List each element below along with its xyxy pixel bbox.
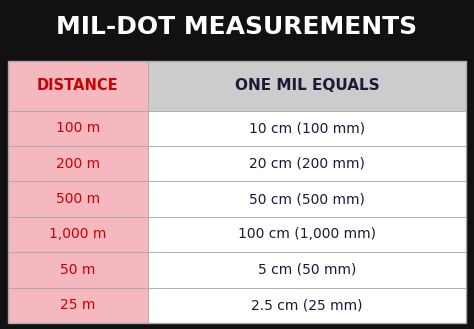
Bar <box>148 61 466 111</box>
Bar <box>8 288 148 323</box>
Bar <box>148 217 466 252</box>
Text: 5 cm (50 mm): 5 cm (50 mm) <box>258 263 356 277</box>
Bar <box>148 181 466 217</box>
Text: 25 m: 25 m <box>60 298 96 312</box>
Text: MIL-DOT MEASUREMENTS: MIL-DOT MEASUREMENTS <box>56 15 418 39</box>
Bar <box>8 217 148 252</box>
Bar <box>148 146 466 181</box>
Bar <box>148 252 466 288</box>
Bar <box>8 111 148 146</box>
Text: 100 cm (1,000 mm): 100 cm (1,000 mm) <box>238 227 376 241</box>
Bar <box>8 181 148 217</box>
Text: 100 m: 100 m <box>56 121 100 135</box>
Bar <box>8 252 148 288</box>
Text: 200 m: 200 m <box>56 157 100 171</box>
Bar <box>148 288 466 323</box>
Text: DISTANCE: DISTANCE <box>37 78 118 93</box>
Text: 500 m: 500 m <box>56 192 100 206</box>
Text: 50 cm (500 mm): 50 cm (500 mm) <box>249 192 365 206</box>
Text: 20 cm (200 mm): 20 cm (200 mm) <box>249 157 365 171</box>
Bar <box>8 146 148 181</box>
Text: 50 m: 50 m <box>60 263 96 277</box>
Bar <box>8 61 466 323</box>
Text: 2.5 cm (25 mm): 2.5 cm (25 mm) <box>251 298 363 312</box>
Text: ONE MIL EQUALS: ONE MIL EQUALS <box>235 78 379 93</box>
Text: 10 cm (100 mm): 10 cm (100 mm) <box>249 121 365 135</box>
Bar <box>8 61 148 111</box>
Bar <box>0 0 474 55</box>
Text: 1,000 m: 1,000 m <box>49 227 107 241</box>
Bar <box>148 111 466 146</box>
